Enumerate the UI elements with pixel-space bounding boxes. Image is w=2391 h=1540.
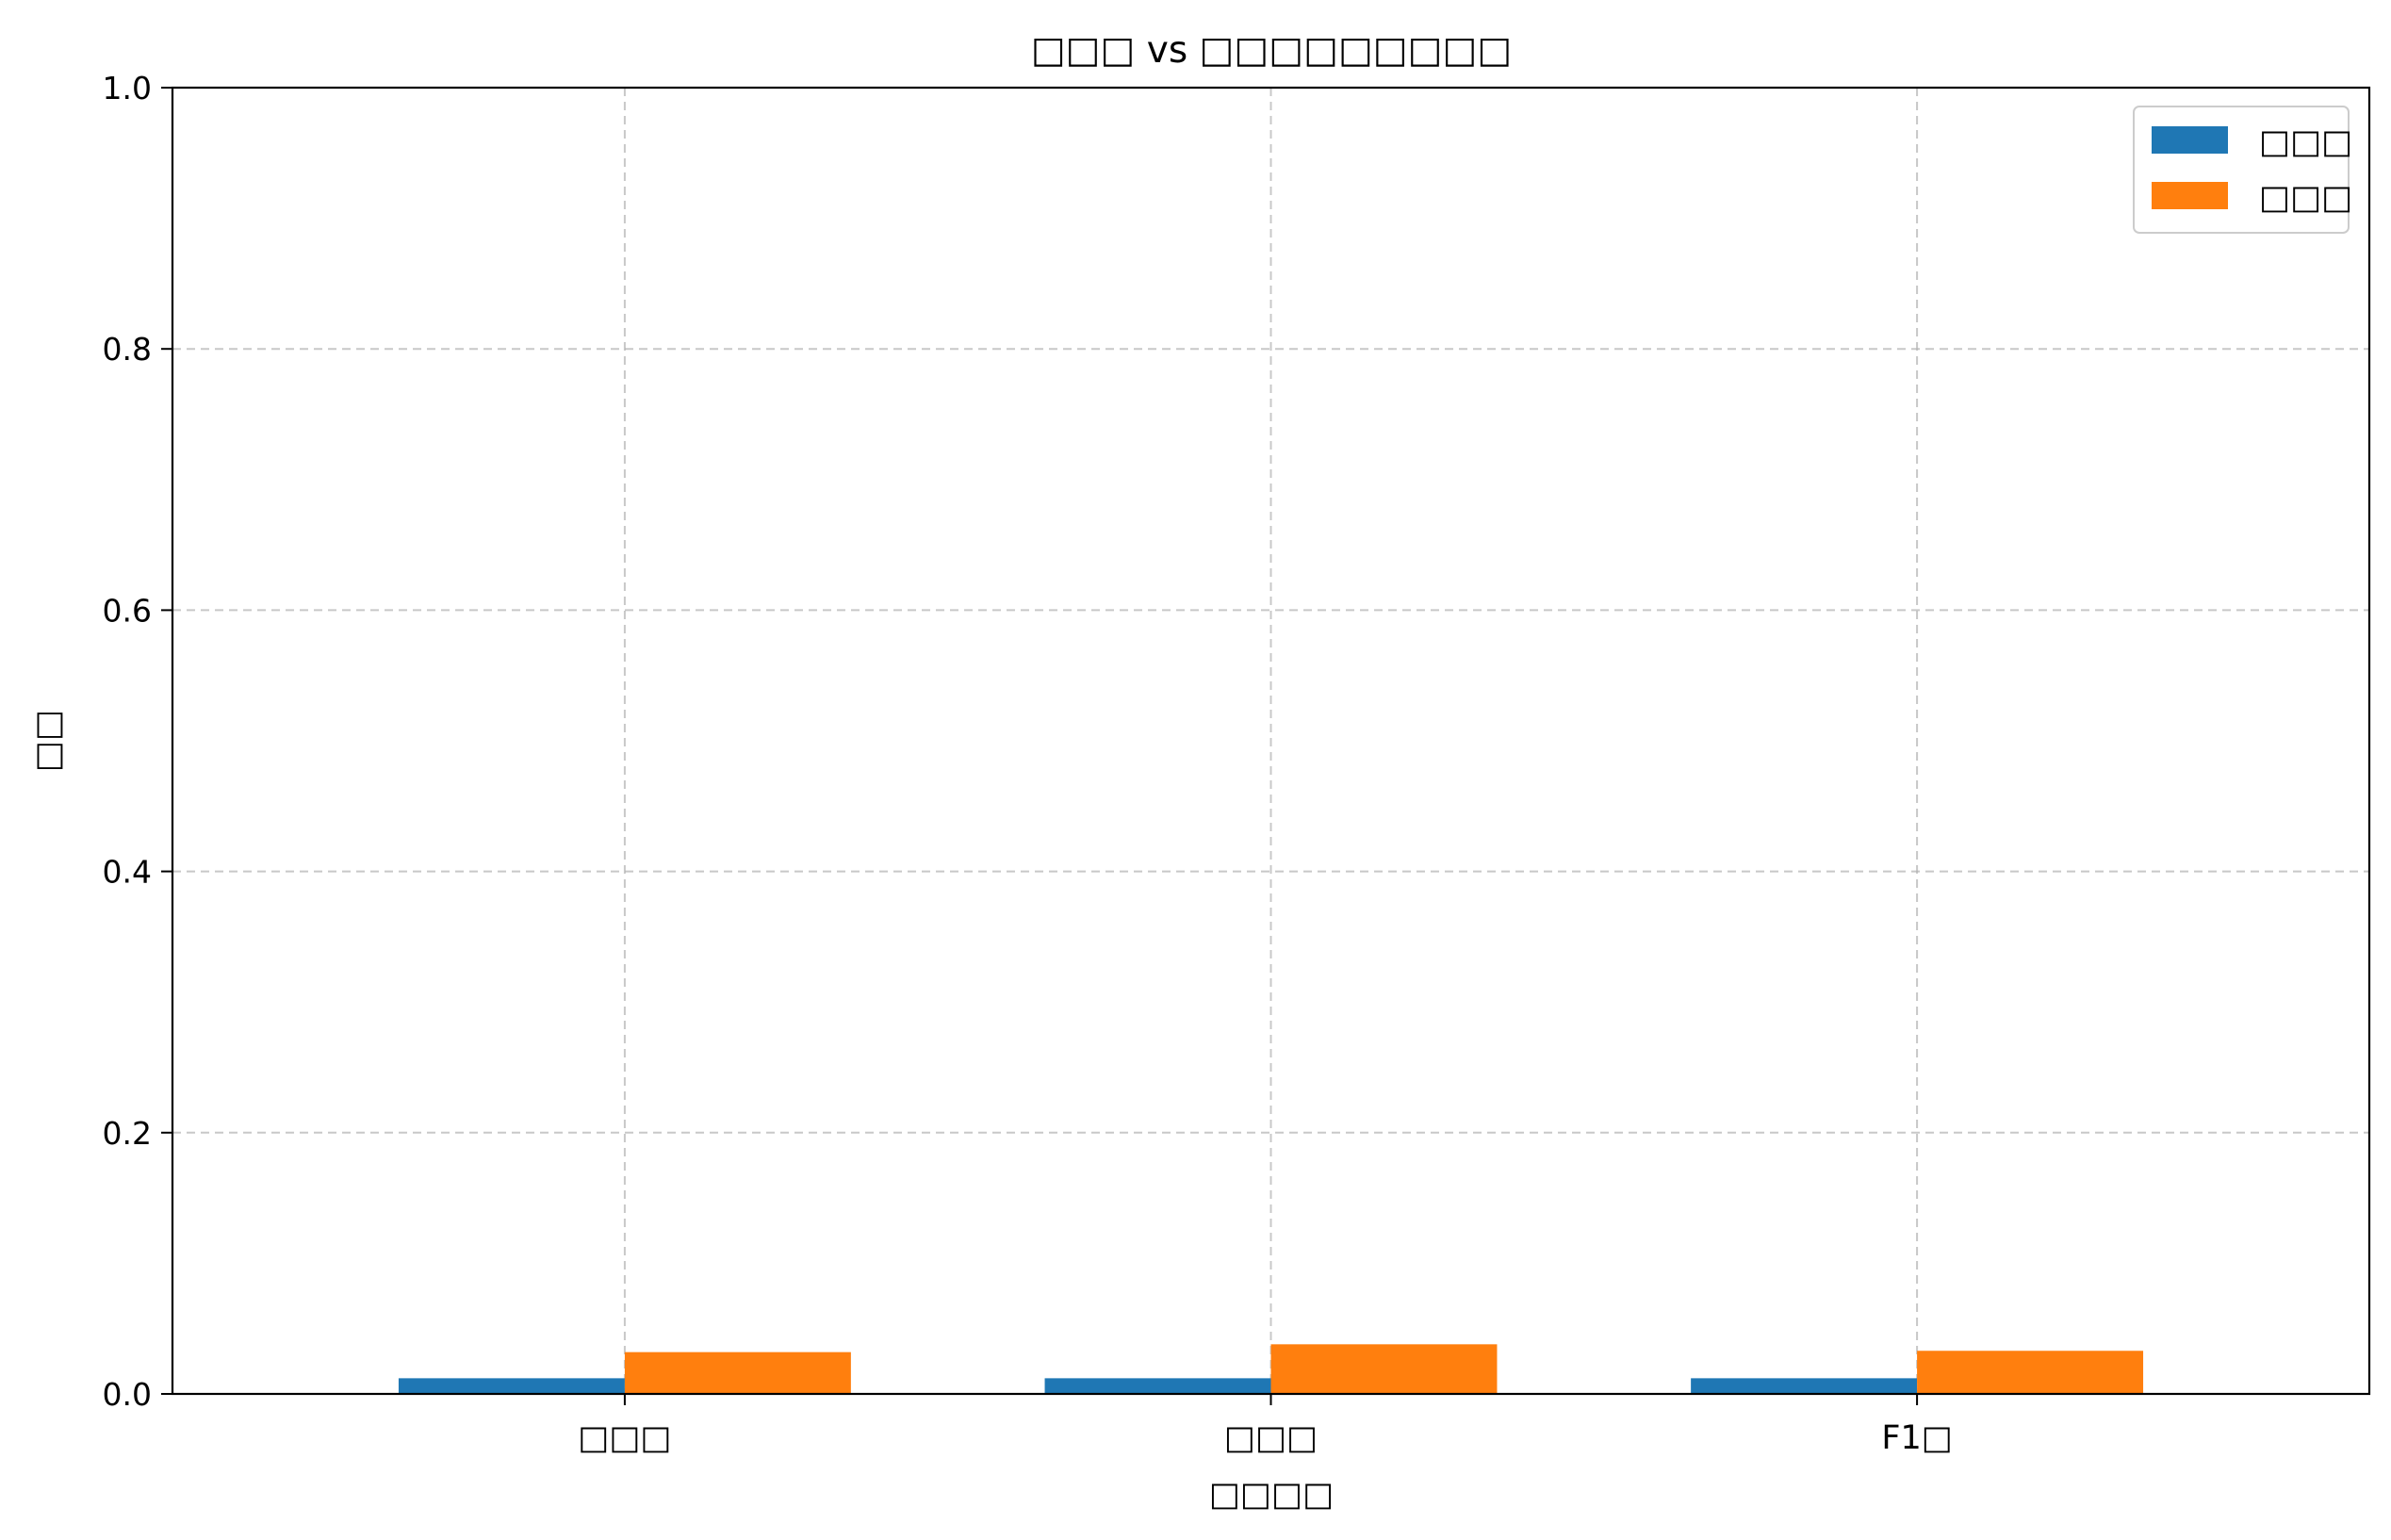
axis-ticks: 0.0 0.2 0.4 0.6 0.8 1.0 □□□ □□□ F1□ (103, 70, 1953, 1457)
bar-series-2-1 (624, 1352, 851, 1394)
y-tick-label: 1.0 (103, 70, 152, 106)
y-tick-label: 0.0 (103, 1376, 152, 1413)
x-tick-label: F1□ (1881, 1419, 1952, 1457)
y-axis-label: □□ (29, 710, 67, 772)
legend-swatch-series-2 (2152, 182, 2228, 209)
y-tick-label: 0.4 (103, 854, 152, 891)
bar-series-1-1 (398, 1378, 625, 1394)
legend-label-series-1: □□□ (2259, 123, 2352, 161)
y-tick-label: 0.2 (103, 1115, 152, 1152)
chart-title: □□□ vs □□□□□□□□□ (1031, 29, 1512, 72)
bar-series-2-2 (1270, 1344, 1498, 1394)
legend-label-series-2: □□□ (2259, 179, 2352, 217)
bar-series-2-3 (1917, 1351, 2144, 1394)
legend-swatch-series-1 (2152, 126, 2228, 154)
grid-lines (172, 88, 2369, 1394)
y-tick-label: 0.8 (103, 331, 152, 368)
legend: □□□ □□□ (2133, 106, 2352, 234)
x-tick-label: □□□ (1224, 1419, 1318, 1457)
x-axis-label: □□□□ (1209, 1476, 1334, 1514)
bar-series-1-3 (1691, 1378, 1918, 1394)
x-tick-label: □□□ (578, 1419, 671, 1457)
y-tick-label: 0.6 (103, 592, 152, 629)
bars (398, 1344, 2144, 1394)
bar-series-1-2 (1044, 1378, 1271, 1394)
